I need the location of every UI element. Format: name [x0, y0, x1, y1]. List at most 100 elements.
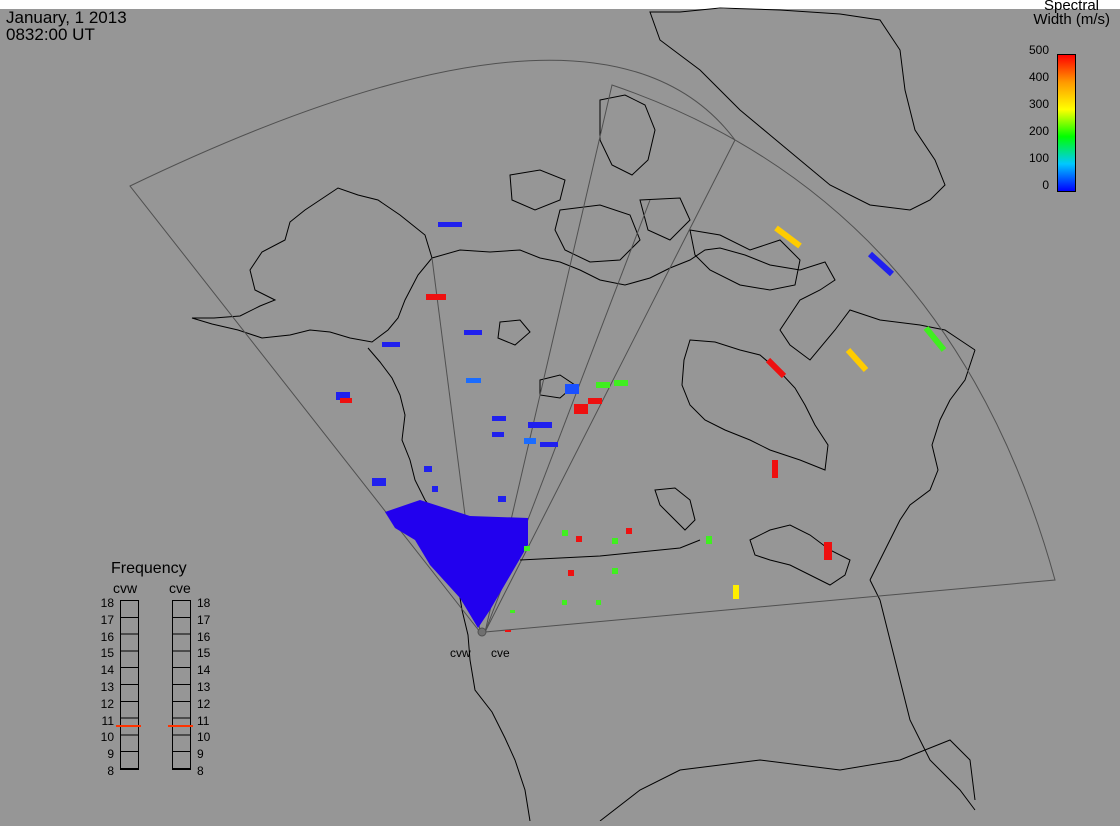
- hudson-bay: [681, 339, 829, 471]
- echo-cell: [372, 478, 386, 486]
- date-label: January, 1 2013: [6, 8, 127, 27]
- mexico-coast: [599, 739, 976, 822]
- frequency-tick-right: 10: [197, 730, 211, 745]
- top-strip: [0, 0, 1120, 9]
- arctic-island-1: [509, 169, 566, 211]
- echo-cell: [432, 486, 438, 492]
- echo-cell: [614, 380, 628, 386]
- echo-cell: [528, 422, 552, 428]
- colorbar-tick-label: 400: [1028, 70, 1049, 84]
- radar-site-marker: [477, 627, 487, 637]
- echo-cell: [336, 392, 350, 400]
- frequency-tick-left: 10: [100, 730, 114, 745]
- echo-cell: [510, 610, 515, 613]
- bc-coast: [367, 347, 441, 521]
- echo-cell: [588, 398, 602, 404]
- colorbar-title-line2: Width (m/s): [1033, 11, 1110, 28]
- frequency-tick-left: 17: [100, 612, 114, 627]
- echo-cell: [340, 398, 352, 403]
- baffin-island-north: [639, 197, 691, 241]
- frequency-tick-left: 14: [100, 663, 114, 678]
- cve-fov: [484, 84, 1056, 633]
- frequency-column-cve: [172, 600, 191, 770]
- frequency-panel-title: Frequency: [111, 560, 187, 577]
- great-lakes: [749, 524, 851, 586]
- frequency-tick-right: 12: [197, 696, 211, 711]
- near-range-scatter: [385, 500, 528, 628]
- echo-cell: [612, 538, 618, 544]
- colorbar-tick-label: 200: [1028, 124, 1049, 138]
- frequency-radar-label-cvw: cvw: [113, 580, 138, 596]
- frequency-tick-right: 11: [197, 713, 210, 728]
- echo-cells: [336, 222, 947, 632]
- fov-outlines: [129, 59, 1056, 633]
- echo-cell: [426, 294, 446, 300]
- echo-cell: [574, 404, 588, 414]
- frequency-tick-right: 17: [197, 612, 211, 627]
- frequency-tick-left: 12: [100, 696, 114, 711]
- us-east-coast: [869, 579, 976, 811]
- frequency-tick-right: 16: [197, 629, 211, 644]
- site-label-cve: cve: [491, 646, 510, 660]
- echo-cell: [524, 546, 530, 551]
- cvw-fov: [129, 59, 736, 633]
- echo-cell: [492, 416, 506, 421]
- echo-cell: [596, 382, 610, 388]
- frequency-marker-cve: [168, 725, 193, 727]
- frequency-radar-label-cve: cve: [169, 580, 191, 596]
- frequency-tick-left: 15: [100, 646, 114, 661]
- frequency-tick-right: 15: [197, 646, 211, 661]
- frequency-tick-right: 14: [197, 663, 211, 678]
- echo-cell: [774, 225, 802, 249]
- frequency-column-cvw: [120, 600, 139, 770]
- echo-cell: [612, 568, 618, 574]
- baffin-island: [689, 229, 801, 291]
- arctic-coast: [431, 247, 976, 361]
- echo-cell: [772, 460, 778, 478]
- frequency-tick-left: 18: [100, 596, 114, 610]
- echo-cell: [596, 600, 601, 605]
- echo-cell: [438, 222, 462, 227]
- colorbar-title-line1: Spectral: [1043, 0, 1099, 14]
- echo-cell: [562, 530, 568, 536]
- frequency-tick-left: 13: [100, 680, 114, 694]
- echo-cell: [626, 528, 632, 534]
- echo-cell: [524, 438, 536, 444]
- frequency-tick-right: 18: [197, 596, 211, 610]
- greenland-outline: [649, 7, 946, 211]
- echo-cell: [562, 600, 567, 605]
- echo-cell: [824, 542, 832, 560]
- labrador-coast: [869, 349, 976, 581]
- colorbar-tick-label: 300: [1028, 97, 1049, 111]
- colorbar-tick-label: 500: [1028, 43, 1049, 57]
- alaska-outline: [191, 187, 433, 343]
- echo-cell: [466, 378, 481, 383]
- echo-cell: [498, 496, 506, 502]
- echo-cell: [576, 536, 582, 542]
- ellesmere-island: [599, 94, 656, 176]
- time-label: 0832:00 UT: [6, 25, 95, 44]
- echo-cell: [923, 326, 947, 352]
- echo-cell: [568, 570, 574, 576]
- arctic-island-2: [554, 204, 641, 263]
- frequency-tick-left: 8: [107, 764, 114, 778]
- echo-cell: [540, 442, 558, 447]
- echo-cell: [867, 251, 895, 277]
- lake-winnipeg: [654, 487, 696, 531]
- frequency-tick-right: 8: [197, 764, 204, 778]
- echo-cell: [565, 384, 579, 394]
- echo-cell: [492, 432, 504, 437]
- colorbar-tick-label: 100: [1028, 151, 1049, 165]
- echo-cell: [706, 536, 712, 544]
- colorbar: [1057, 54, 1076, 192]
- frequency-marker-cvw: [116, 725, 141, 727]
- frequency-tick-left: 16: [100, 629, 114, 644]
- frequency-tick-left: 11: [101, 713, 114, 728]
- site-label-cvw: cvw: [450, 646, 471, 660]
- echo-cell: [845, 347, 869, 373]
- frequency-tick-left: 9: [107, 747, 114, 762]
- echo-cell: [382, 342, 400, 347]
- echo-cell: [733, 585, 739, 599]
